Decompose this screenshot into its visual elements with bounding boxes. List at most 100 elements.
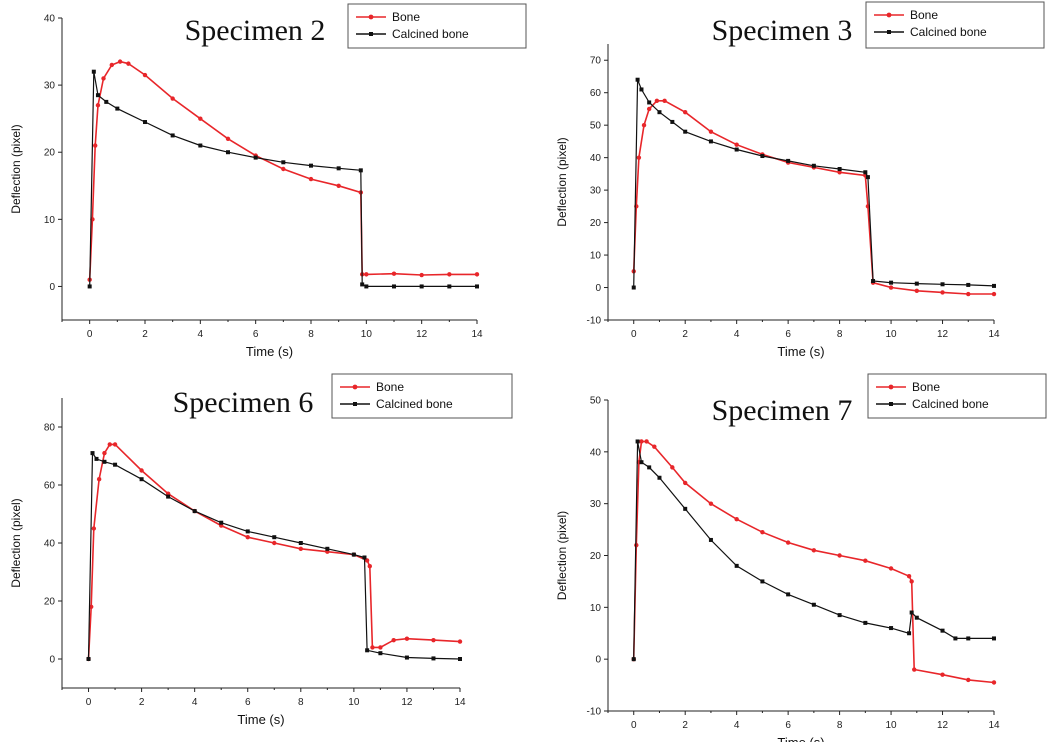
x-tick-label: 14 (454, 697, 466, 708)
data-point (281, 160, 286, 165)
data-point (992, 283, 996, 288)
x-axis-label: Time (s) (246, 344, 293, 359)
data-point (86, 657, 91, 661)
data-point (888, 566, 894, 571)
data-point (117, 59, 123, 64)
data-point (447, 272, 452, 277)
data-point (253, 155, 258, 160)
x-tick-label: 0 (87, 329, 93, 340)
data-point (940, 282, 945, 287)
data-point (112, 442, 118, 447)
x-tick-label: 6 (785, 720, 791, 731)
data-point (95, 93, 100, 98)
data-point (811, 602, 816, 607)
data-point (219, 520, 224, 525)
legend: Bone Calcined bone (867, 373, 1047, 419)
legend-label: Calcined bone (912, 397, 989, 411)
y-tick-label: 10 (590, 603, 602, 614)
y-tick-label: -10 (587, 707, 602, 718)
x-tick-label: 12 (401, 697, 413, 708)
x-tick-label: 8 (298, 697, 304, 708)
data-point (760, 154, 765, 159)
legend-box (347, 3, 527, 49)
series-calcined-bone (631, 77, 996, 290)
y-tick-label: 50 (590, 121, 602, 132)
series-bone (87, 59, 480, 282)
data-point (760, 529, 765, 535)
x-tick-label: 14 (988, 329, 1000, 340)
chart-title: Specimen 7 (712, 394, 853, 427)
data-point (639, 439, 644, 444)
data-point (734, 142, 739, 147)
legend-marker (888, 384, 894, 390)
chart-title: Specimen 3 (712, 14, 853, 47)
legend-box (867, 373, 1047, 419)
x-tick-label: 4 (734, 329, 740, 340)
y-tick-label: 10 (44, 215, 56, 226)
data-point (683, 129, 688, 134)
data-point (404, 636, 410, 641)
y-tick-label: 0 (49, 655, 55, 666)
y-tick-label: 40 (590, 153, 602, 164)
data-point (907, 631, 912, 636)
chart-panel-4: 0 2 4 6 8 10 12 14 -10 0 10 20 30 40 50 Time (s) Deflect… (555, 373, 1047, 747)
data-point (657, 110, 662, 115)
data-point (139, 477, 144, 482)
y-tick-label: 20 (590, 551, 602, 562)
series-bone (631, 439, 997, 685)
data-point (865, 175, 870, 180)
series-line (87, 451, 461, 660)
data-point (940, 628, 945, 633)
data-point (104, 99, 109, 104)
legend-marker (886, 12, 892, 18)
data-point (708, 129, 714, 134)
data-point (631, 285, 636, 290)
data-point (431, 637, 436, 643)
y-tick-label: 50 (590, 396, 602, 407)
data-point (336, 183, 341, 188)
data-point (91, 526, 97, 531)
chart-title: Specimen 6 (173, 386, 314, 419)
x-tick-label: 6 (785, 329, 791, 340)
data-point (786, 592, 791, 597)
data-point (358, 168, 363, 173)
y-tick-label: 30 (590, 499, 602, 510)
data-point (475, 284, 479, 289)
legend-item-bone: Bone (340, 380, 404, 394)
legend-item-bone: Bone (876, 380, 940, 394)
data-point (447, 284, 452, 289)
data-point (953, 636, 958, 641)
data-point (101, 76, 106, 81)
y-tick-label: 40 (44, 14, 56, 25)
data-point (107, 442, 112, 447)
data-point (811, 163, 816, 168)
x-tick-label: 4 (734, 720, 740, 731)
x-tick-label: 10 (886, 329, 898, 340)
data-point (474, 272, 480, 277)
data-point (647, 100, 652, 105)
data-point (635, 439, 640, 444)
data-point (198, 143, 203, 148)
data-point (367, 564, 372, 569)
data-point (914, 281, 919, 286)
data-point (837, 167, 842, 172)
data-point (760, 579, 765, 584)
x-axis-label: Time (s) (237, 712, 284, 727)
y-tick-label: 10 (590, 251, 602, 262)
data-point (966, 282, 971, 287)
data-point (940, 672, 945, 677)
data-point (683, 480, 688, 486)
x-tick-label: 6 (253, 329, 259, 340)
data-point (298, 546, 303, 551)
data-point (113, 462, 118, 467)
data-point (457, 639, 463, 644)
y-axis-label: Deflection (pixel) (555, 511, 569, 600)
data-point (683, 506, 688, 511)
data-point (734, 563, 739, 568)
data-point (404, 655, 409, 660)
data-point (226, 150, 230, 155)
data-point (298, 541, 303, 545)
x-tick-label: 6 (245, 697, 251, 708)
